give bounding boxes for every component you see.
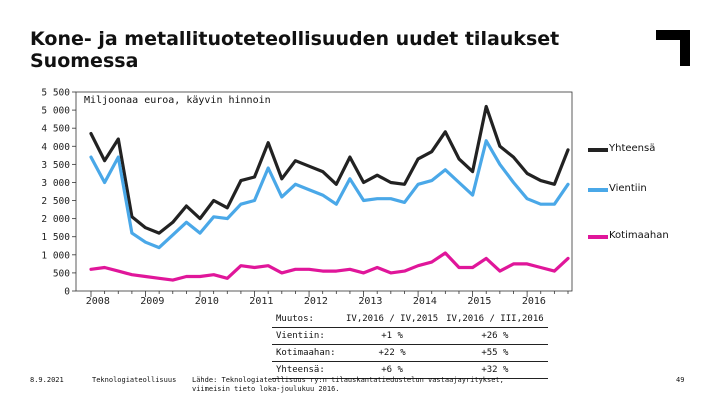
table-cell: +22 % [342, 344, 443, 362]
series-line-yhteensä [89, 104, 570, 235]
x-year-label: 2010 [195, 296, 219, 307]
table-cell: +26 % [442, 327, 548, 345]
y-tick-label: 2 000 [41, 214, 70, 225]
legend-swatch [588, 235, 608, 239]
footer-source-line: viimeisin tieto loka-joulukuu 2016. [192, 385, 340, 393]
table-row: Kotimaahan: +22 % +55 % [272, 344, 548, 362]
x-year-label: 2011 [249, 296, 273, 307]
y-tick-label: 1 000 [41, 250, 70, 261]
y-tick-label: 3 500 [41, 160, 70, 171]
series-line-kotimaahan [89, 251, 570, 282]
legend-label: Vientiin [609, 183, 647, 194]
legend-swatch [588, 148, 608, 152]
table-cell: +1 % [342, 327, 443, 345]
x-year-label: 2008 [86, 296, 110, 307]
page-number: 49 [676, 376, 685, 384]
legend-swatch [588, 188, 608, 192]
unit-label: Miljoonaa euroa, käyvin hinnoin [84, 95, 271, 106]
x-year-label: 2016 [522, 296, 546, 307]
table-cell: +6 % [342, 361, 443, 379]
footer-source-line: Lähde: Teknologiateollisuus ry:n tilausk… [192, 376, 504, 384]
y-tick-label: 1 500 [41, 232, 70, 243]
table-header-row: Muutos: IV,2016 / IV,2015 IV,2016 / III,… [272, 311, 548, 328]
y-tick-label: 2 500 [41, 196, 70, 207]
y-tick-label: 4 500 [41, 124, 70, 135]
y-tick-label: 0 [64, 287, 70, 298]
x-year-label: 2009 [140, 296, 164, 307]
table-header-cell: Muutos: [272, 311, 342, 328]
x-year-label: 2013 [358, 296, 382, 307]
y-tick-label: 4 000 [41, 142, 70, 153]
footer-org: Teknologiateollisuus [92, 376, 177, 384]
table-header-cell: IV,2016 / IV,2015 [342, 311, 443, 328]
page-title: Kone- ja metallituoteteollisuuden uudet … [30, 28, 560, 72]
y-tick-label: 500 [53, 268, 70, 279]
x-year-label: 2015 [467, 296, 491, 307]
series-line-vientiin [89, 139, 570, 250]
y-tick-label: 5 500 [41, 88, 70, 99]
y-tick-label: 5 000 [41, 106, 70, 117]
footer-source: Lähde: Teknologiateollisuus ry:n tilausk… [192, 376, 504, 394]
table-cell: +55 % [442, 344, 548, 362]
legend-label: Yhteensä [609, 143, 656, 154]
change-table: Muutos: IV,2016 / IV,2015 IV,2016 / III,… [272, 311, 548, 379]
table-cell: +32 % [442, 361, 548, 379]
table-cell: Yhteensä: [272, 361, 342, 379]
y-tick-label: 3 000 [41, 178, 70, 189]
legend-label: Kotimaahan [609, 230, 669, 241]
x-year-label: 2012 [304, 296, 328, 307]
table-cell: Kotimaahan: [272, 344, 342, 362]
table-row: Yhteensä: +6 % +32 % [272, 361, 548, 379]
table-row: Vientiin: +1 % +26 % [272, 327, 548, 345]
logo-corner-icon [656, 30, 690, 66]
table-cell: Vientiin: [272, 327, 342, 345]
plot-frame [75, 91, 573, 292]
table-header-cell: IV,2016 / III,2016 [442, 311, 548, 328]
x-year-label: 2014 [413, 296, 437, 307]
footer-date: 8.9.2021 [30, 376, 64, 384]
